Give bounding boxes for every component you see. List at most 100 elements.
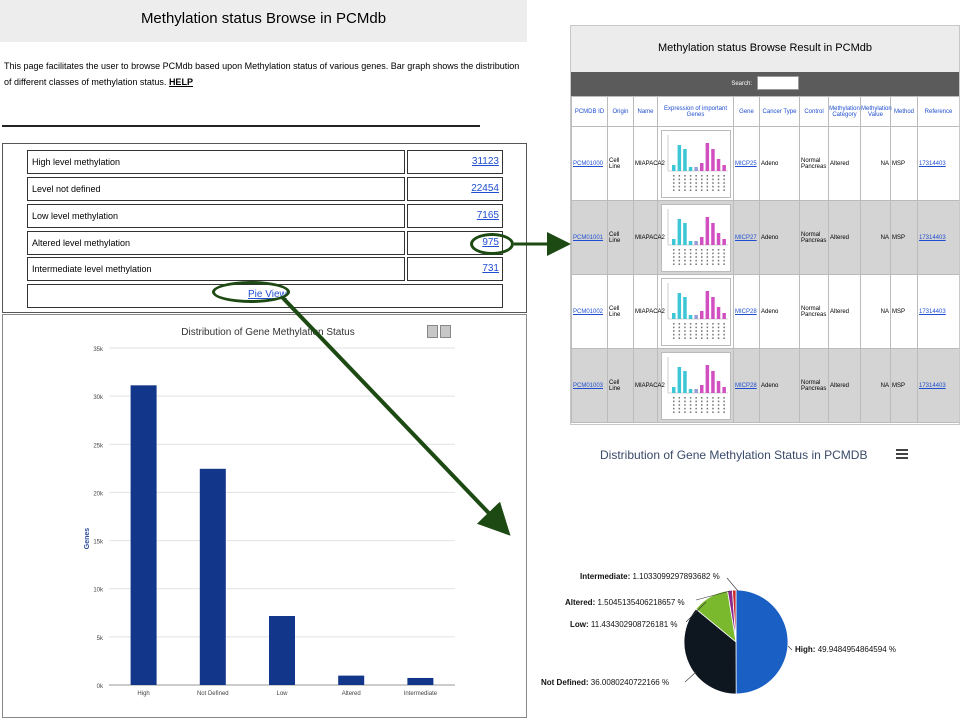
mini-tick: [717, 248, 719, 251]
mini-tick: [717, 185, 719, 187]
mini-tick: [711, 336, 714, 339]
mini-tick: [700, 396, 702, 399]
mini-bar: [710, 296, 715, 319]
mini-tick: [722, 336, 725, 339]
bar: [407, 677, 434, 685]
mini-tick: [722, 262, 725, 265]
mini-tick: [706, 396, 708, 399]
mini-tick: [672, 262, 674, 265]
y-tick-label: 0k: [97, 684, 104, 690]
gene-link[interactable]: MICP25: [735, 160, 757, 167]
pcmdb-id-link[interactable]: PCM01001: [573, 234, 604, 241]
mini-tick: [694, 248, 697, 251]
expression-thumbnail[interactable]: [660, 129, 731, 198]
download-icon[interactable]: [440, 325, 451, 338]
gene-link[interactable]: MICP28: [735, 382, 757, 389]
mini-tick: [678, 407, 680, 409]
origin-cell: Cell Line: [607, 126, 634, 201]
column-header[interactable]: Expression of important Genes: [657, 96, 734, 127]
mini-tick: [706, 410, 708, 413]
mini-tick: [711, 185, 714, 187]
class-count-link[interactable]: 7165: [476, 210, 499, 221]
mini-tick: [672, 252, 674, 254]
class-count-link[interactable]: 31123: [471, 156, 499, 167]
column-header[interactable]: Origin: [607, 96, 634, 127]
pcmdb-id-link[interactable]: PCM01003: [573, 382, 604, 389]
print-icon[interactable]: [427, 325, 438, 338]
pcmdb-id-link[interactable]: PCM01002: [573, 308, 604, 315]
column-header[interactable]: Cancer Type: [759, 96, 800, 127]
mini-tick: [717, 255, 719, 258]
search-input[interactable]: [756, 76, 799, 91]
mini-bar: [721, 164, 726, 171]
mini-tick: [722, 255, 725, 258]
mini-tick: [722, 178, 725, 180]
mini-tick: [683, 252, 686, 254]
pcmdb-id-link[interactable]: PCM01000: [573, 160, 604, 167]
mini-tick: [700, 326, 702, 328]
gene-link[interactable]: MICP28: [735, 308, 757, 315]
mini-bar: [705, 290, 709, 319]
mini-tick: [678, 252, 680, 254]
mini-bar: [688, 240, 692, 245]
mini-tick: [683, 403, 686, 406]
value-cell: NA: [860, 274, 891, 349]
column-header[interactable]: Methylation Value: [860, 96, 892, 127]
mini-tick: [694, 185, 697, 187]
mini-tick: [711, 178, 714, 180]
reference-link[interactable]: 17314403: [919, 382, 946, 389]
expression-thumbnail[interactable]: [660, 203, 731, 272]
column-header[interactable]: Name: [633, 96, 658, 127]
reference-link[interactable]: 17314403: [919, 234, 946, 241]
mini-tick: [717, 407, 719, 409]
menu-icon[interactable]: [896, 449, 908, 461]
mini-tick: [672, 333, 674, 335]
mini-tick: [717, 400, 719, 402]
mini-tick: [722, 400, 725, 402]
mini-tick: [706, 403, 708, 406]
mini-tick: [706, 185, 708, 187]
mini-tick: [711, 407, 714, 409]
mini-tick: [717, 410, 719, 413]
help-link[interactable]: HELP: [168, 77, 193, 87]
mini-tick: [711, 259, 714, 261]
mini-bar: [682, 148, 687, 171]
mini-tick: [711, 322, 714, 325]
mini-tick: [711, 329, 714, 332]
y-tick-label: 30k: [93, 395, 104, 401]
expression-thumbnail[interactable]: [660, 277, 731, 346]
mini-tick: [717, 336, 719, 339]
control-cell: Normal Pancreas: [799, 200, 829, 275]
column-header[interactable]: Method: [890, 96, 918, 127]
mini-tick: [694, 396, 697, 399]
mini-bar: [721, 386, 726, 393]
bar: [130, 385, 157, 685]
column-header[interactable]: Reference: [917, 96, 959, 127]
mini-tick: [694, 322, 697, 325]
mini-tick: [706, 248, 708, 251]
category-cell: Altered: [828, 200, 861, 275]
mini-tick: [700, 403, 702, 406]
column-header[interactable]: Control: [799, 96, 829, 127]
column-header[interactable]: Methylation Category: [828, 96, 861, 127]
class-count-link[interactable]: 22454: [471, 183, 499, 194]
mini-tick: [717, 174, 719, 177]
reference-link[interactable]: 17314403: [919, 308, 946, 315]
mini-tick: [689, 181, 691, 184]
mini-bar: [693, 240, 698, 245]
y-axis-label: Genes: [84, 528, 91, 550]
mini-tick: [711, 188, 714, 191]
column-header[interactable]: PCMDB ID: [571, 96, 608, 127]
expression-thumbnail[interactable]: [660, 351, 731, 420]
control-cell: Normal Pancreas: [799, 126, 829, 201]
gene-link[interactable]: MICP27: [735, 234, 757, 241]
result-table: PCMDB ID Origin Name Expression of impor…: [571, 96, 959, 423]
mini-tick: [722, 329, 725, 332]
reference-link[interactable]: 17314403: [919, 160, 946, 167]
mini-tick: [694, 188, 697, 191]
mini-tick: [711, 252, 714, 254]
column-header[interactable]: Gene: [733, 96, 760, 127]
leader-line: [787, 645, 793, 651]
mini-tick: [678, 400, 680, 402]
class-count-link[interactable]: 731: [482, 263, 499, 274]
